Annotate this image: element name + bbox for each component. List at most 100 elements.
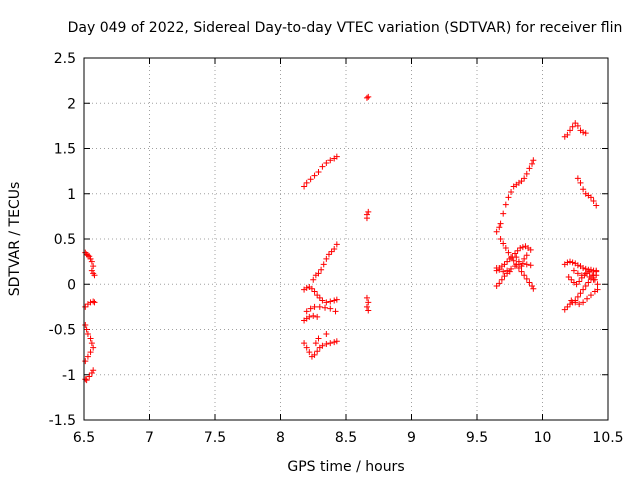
ticks: 6.5 7 7.5 8 8.5 9 9.5 10 10.5 -1.5 -1 -0.5 0 0.5 1 1.5 2… xyxy=(49,51,624,446)
data-point xyxy=(577,179,584,186)
data-point xyxy=(316,294,323,301)
data-point xyxy=(584,295,591,302)
data-point xyxy=(586,268,593,275)
data-point xyxy=(323,331,330,338)
data-point xyxy=(327,340,334,347)
data-point xyxy=(319,342,326,349)
data-point xyxy=(314,292,321,299)
data-point xyxy=(307,176,314,183)
data-point xyxy=(87,335,94,342)
data-point xyxy=(574,270,581,277)
data-points xyxy=(82,93,601,384)
data-point xyxy=(514,247,521,254)
y-axis-label: SDTVAR / TECUs xyxy=(7,182,23,297)
data-point xyxy=(568,276,575,283)
data-point xyxy=(521,175,528,182)
data-point xyxy=(306,349,313,356)
data-point xyxy=(502,201,509,208)
data-point xyxy=(303,284,310,291)
data-point xyxy=(82,303,89,310)
data-point xyxy=(86,253,93,260)
data-point xyxy=(315,270,322,277)
data-point xyxy=(526,279,533,286)
data-point xyxy=(88,267,95,274)
data-point xyxy=(315,335,322,342)
data-point xyxy=(518,263,525,270)
data-point xyxy=(530,157,537,164)
data-point xyxy=(576,301,583,308)
data-point xyxy=(527,262,534,269)
data-point xyxy=(574,175,581,182)
data-point xyxy=(527,246,534,253)
data-point xyxy=(322,304,329,311)
data-point xyxy=(515,258,522,265)
data-point xyxy=(574,122,581,129)
data-point xyxy=(88,369,95,376)
data-point xyxy=(498,276,505,283)
data-point xyxy=(90,298,97,305)
data-point xyxy=(319,297,326,304)
data-point xyxy=(87,349,94,356)
y-tick-label: 2.5 xyxy=(54,51,76,67)
data-point xyxy=(365,208,372,215)
data-point xyxy=(586,274,593,281)
data-point xyxy=(327,298,334,305)
x-tick-label: 9.5 xyxy=(466,430,488,446)
data-point xyxy=(576,278,583,285)
data-point xyxy=(311,351,318,358)
data-point xyxy=(587,194,594,201)
data-point xyxy=(323,299,330,306)
data-point xyxy=(306,313,313,320)
data-point xyxy=(567,127,574,134)
data-point xyxy=(365,307,372,314)
y-tick-label: 0 xyxy=(67,277,76,293)
data-point xyxy=(323,255,330,262)
data-point xyxy=(508,254,515,261)
data-point xyxy=(582,283,589,290)
data-point xyxy=(88,258,95,265)
data-point xyxy=(567,258,574,265)
data-point xyxy=(333,296,340,303)
data-point xyxy=(301,340,308,347)
data-point xyxy=(594,286,601,293)
data-point xyxy=(325,251,332,258)
data-point xyxy=(83,326,90,333)
data-point xyxy=(523,170,530,177)
data-point xyxy=(90,263,97,270)
data-point xyxy=(87,255,94,262)
data-point xyxy=(568,297,575,304)
x-tick-label: 7.5 xyxy=(204,430,226,446)
data-point xyxy=(331,339,338,346)
data-point xyxy=(333,338,340,345)
data-point xyxy=(311,288,318,295)
data-point xyxy=(82,376,89,383)
data-point xyxy=(570,267,577,274)
data-point xyxy=(365,93,372,100)
data-point xyxy=(496,280,503,287)
data-point xyxy=(301,183,308,190)
data-point xyxy=(493,283,500,290)
data-point xyxy=(501,273,508,280)
data-point xyxy=(580,286,587,293)
data-point xyxy=(529,283,536,290)
data-point xyxy=(363,303,370,310)
data-point xyxy=(323,159,330,166)
data-point xyxy=(88,340,95,347)
data-point xyxy=(523,252,530,259)
data-point xyxy=(590,197,597,204)
data-point xyxy=(513,254,520,261)
x-tick-label: 7 xyxy=(145,430,154,446)
data-point xyxy=(496,224,503,231)
data-point xyxy=(90,344,97,351)
data-point xyxy=(518,268,525,275)
data-point xyxy=(500,240,507,247)
data-point xyxy=(308,285,315,292)
y-tick-label: -1 xyxy=(62,368,76,384)
data-point xyxy=(574,293,581,300)
data-point xyxy=(312,340,319,347)
data-point xyxy=(593,272,600,279)
data-point xyxy=(331,297,338,304)
data-point xyxy=(574,262,581,269)
data-point xyxy=(497,236,504,242)
data-point xyxy=(500,210,507,217)
